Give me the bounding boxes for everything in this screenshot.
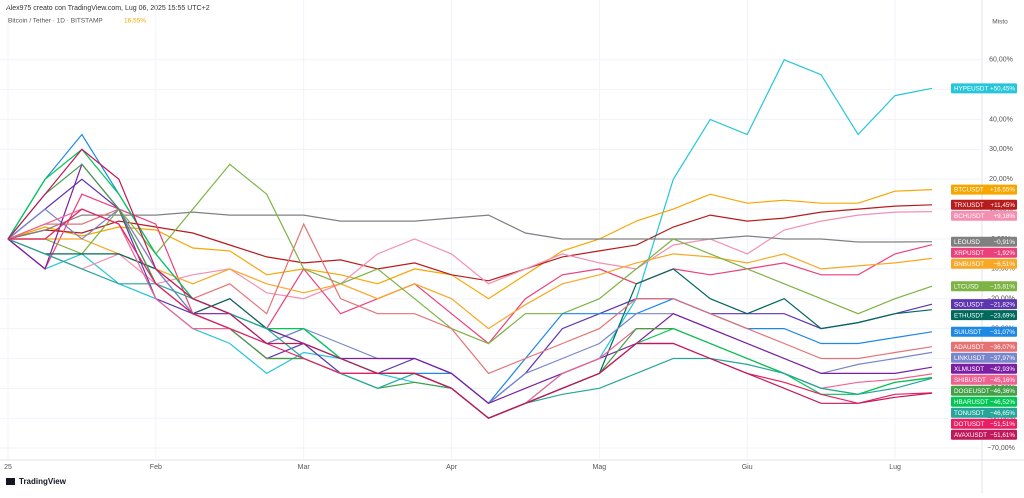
x-tick-label: Giu xyxy=(742,464,753,471)
series-line xyxy=(7,189,933,300)
legend-label: SOLUSDT xyxy=(954,301,984,308)
series-line xyxy=(8,163,933,345)
series-line xyxy=(8,238,933,330)
legend-label: BCHUSDT xyxy=(954,213,985,220)
subtitle-value: 16,55% xyxy=(124,18,146,25)
y-tick-label: 30,00% xyxy=(989,146,1013,153)
value-label: +9,18% xyxy=(993,213,1015,220)
series-line xyxy=(7,204,933,282)
x-tick-label: Lug xyxy=(889,464,901,471)
value-label: −46,52% xyxy=(990,399,1015,406)
x-tick-label: Mar xyxy=(298,464,311,471)
value-label: −46,36% xyxy=(990,388,1015,395)
value-label: −21,82% xyxy=(990,301,1015,308)
legend-label: DOTUSDT xyxy=(954,421,985,428)
legend-label: ETHUSDT xyxy=(954,312,984,319)
scale-mode: Misto xyxy=(992,19,1008,26)
y-tick-label: −60,00% xyxy=(987,415,1015,422)
series-line xyxy=(7,163,933,419)
value-tag xyxy=(951,352,1017,363)
value-label: +16,55% xyxy=(990,187,1015,194)
legend-label: TONUSDT xyxy=(954,410,984,417)
value-label: −15,81% xyxy=(990,283,1015,290)
series-line xyxy=(7,211,933,300)
legend-label: SHIBUSDT xyxy=(954,377,986,384)
series-line xyxy=(7,208,933,375)
logo xyxy=(6,478,15,485)
value-tag xyxy=(951,374,1017,385)
value-label: −31,07% xyxy=(990,329,1015,336)
value-label: −1,92% xyxy=(993,250,1015,257)
value-tag xyxy=(951,210,1017,221)
legend-label: BNBUSDT xyxy=(954,261,984,268)
series-line xyxy=(7,211,933,243)
y-tick-label: 40,00% xyxy=(989,116,1013,123)
legend-label: LTCUSD xyxy=(954,283,979,290)
value-label: −0,91% xyxy=(993,239,1015,246)
value-tag xyxy=(951,396,1017,407)
value-tag xyxy=(951,199,1017,210)
value-label: −23,69% xyxy=(990,312,1015,319)
value-tag xyxy=(951,83,1017,94)
y-tick-label: −70,00% xyxy=(987,445,1015,452)
chart-title: Bitcoin / Tether · 1D · BITSTAMP xyxy=(8,18,103,25)
value-label: −37,97% xyxy=(990,355,1015,362)
legend-label: TRXUSDT xyxy=(954,202,984,209)
value-tag xyxy=(951,258,1017,269)
legend-label: ADAUSDT xyxy=(954,344,984,351)
series-line xyxy=(7,148,933,419)
credit: Alex975 creato con TradingView.com, Lug … xyxy=(6,5,210,12)
value-label: −36,07% xyxy=(990,344,1015,351)
branding: TradingView xyxy=(19,477,67,486)
legend-label: SUIUSDT xyxy=(954,329,982,336)
value-tag xyxy=(951,326,1017,337)
x-tick-label: Apr xyxy=(446,464,458,471)
y-tick-label: −20,00% xyxy=(987,296,1015,303)
value-tag xyxy=(951,310,1017,321)
legend-label: AVAXUSDT xyxy=(954,432,987,439)
value-label: −42,93% xyxy=(990,366,1015,373)
x-tick-label: Feb xyxy=(150,464,162,471)
value-label: −46,65% xyxy=(990,410,1015,417)
value-tag xyxy=(951,281,1017,292)
value-tag xyxy=(951,247,1017,258)
value-label: −6,51% xyxy=(993,261,1015,268)
value-label: +11,45% xyxy=(990,202,1015,209)
legend-label: XRPUSDT xyxy=(954,250,984,257)
value-tag xyxy=(951,429,1017,440)
series-line xyxy=(7,193,933,345)
legend-label: DOGEUSDT xyxy=(954,388,990,395)
x-tick-label: Mag xyxy=(593,464,607,471)
value-tag xyxy=(951,418,1017,429)
value-label: −45,16% xyxy=(990,377,1015,384)
legend-label: LINKUSDT xyxy=(954,355,985,362)
legend-label: XLMUSDT xyxy=(954,366,984,373)
legend-label: LEOUSD xyxy=(954,239,980,246)
value-tag xyxy=(951,341,1017,352)
y-tick-label: −10,00% xyxy=(987,266,1015,273)
value-tag xyxy=(951,363,1017,374)
value-label: +50,45% xyxy=(990,85,1015,92)
value-tag xyxy=(951,407,1017,418)
value-label: −51,61% xyxy=(990,432,1015,439)
y-tick-label: 60,00% xyxy=(989,57,1013,64)
legend-label: BTCUSDT xyxy=(954,187,984,194)
y-tick-label: 20,00% xyxy=(989,176,1013,183)
legend-label: HYPEUSDT xyxy=(954,85,988,92)
value-tag xyxy=(951,236,1017,247)
x-tick-label: 25 xyxy=(4,464,12,471)
value-label: −51,51% xyxy=(990,421,1015,428)
value-tag xyxy=(951,299,1017,310)
legend-label: HBARUSDT xyxy=(954,399,989,406)
series-line xyxy=(7,178,933,405)
value-tag xyxy=(951,385,1017,396)
value-tag xyxy=(951,184,1017,195)
